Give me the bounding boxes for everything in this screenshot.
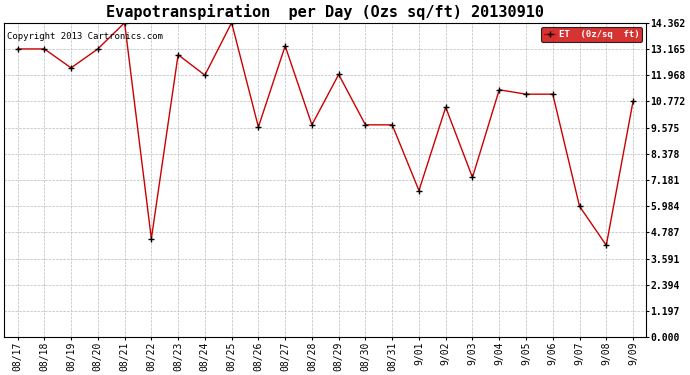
Title: Evapotranspiration  per Day (Ozs sq/ft) 20130910: Evapotranspiration per Day (Ozs sq/ft) 2… (106, 4, 544, 20)
Legend: ET  (0z/sq  ft): ET (0z/sq ft) (542, 27, 642, 42)
Text: Copyright 2013 Cartronics.com: Copyright 2013 Cartronics.com (8, 32, 164, 41)
